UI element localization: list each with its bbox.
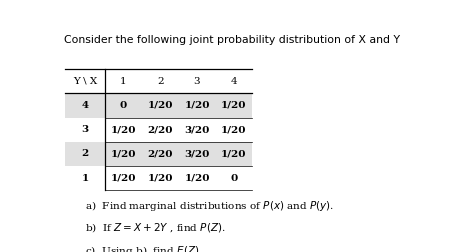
Text: 4: 4 [230, 77, 237, 86]
Text: 2/20: 2/20 [147, 149, 173, 159]
Text: 0: 0 [230, 174, 237, 183]
Text: 1/20: 1/20 [184, 101, 210, 110]
Text: 2: 2 [82, 149, 89, 159]
Text: 1/20: 1/20 [184, 174, 210, 183]
Text: 1/20: 1/20 [221, 125, 246, 134]
Text: 1/20: 1/20 [221, 149, 246, 159]
Text: 3/20: 3/20 [184, 125, 210, 134]
Text: a)  Find marginal distributions of $P(x)$ and $P(y)$.: a) Find marginal distributions of $P(x)$… [85, 199, 334, 213]
Text: 1/20: 1/20 [111, 149, 137, 159]
Text: 1/20: 1/20 [147, 101, 173, 110]
Text: b)  If $Z = X + 2Y$ , find $P(Z)$.: b) If $Z = X + 2Y$ , find $P(Z)$. [85, 221, 226, 234]
Text: c)  Using b), find $E(Z)$.: c) Using b), find $E(Z)$. [85, 244, 202, 252]
Text: 3: 3 [82, 125, 89, 134]
Text: 2: 2 [157, 77, 164, 86]
Text: 1: 1 [82, 174, 89, 183]
Text: 3: 3 [194, 77, 201, 86]
Text: 1/20: 1/20 [111, 174, 137, 183]
Text: 1/20: 1/20 [221, 101, 246, 110]
Text: 1: 1 [120, 77, 127, 86]
Text: 3/20: 3/20 [184, 149, 210, 159]
Text: Y \ X: Y \ X [73, 77, 97, 86]
Text: Consider the following joint probability distribution of X and Y: Consider the following joint probability… [64, 35, 400, 45]
Text: 2/20: 2/20 [147, 125, 173, 134]
Text: 1/20: 1/20 [111, 125, 137, 134]
Text: 4: 4 [82, 101, 89, 110]
Text: 0: 0 [120, 101, 127, 110]
Text: 1/20: 1/20 [147, 174, 173, 183]
